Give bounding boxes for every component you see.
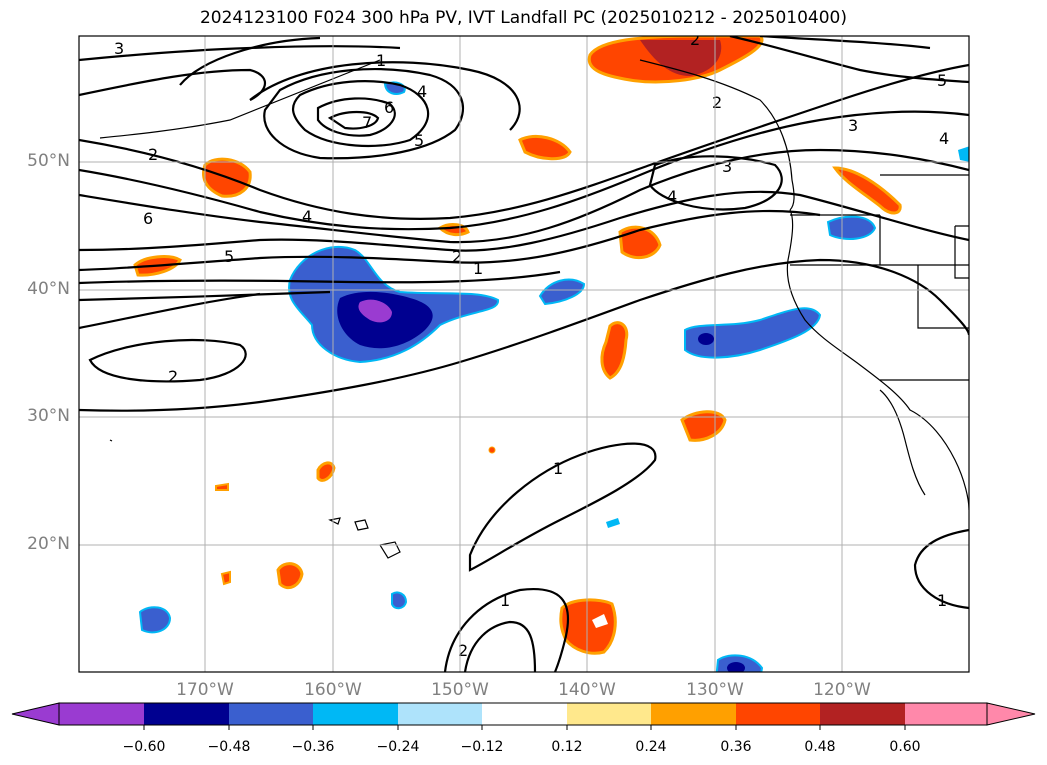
colorbar-segment xyxy=(144,703,229,725)
coastlines xyxy=(99,59,969,559)
ivt-positive-patch xyxy=(680,410,727,442)
ivt-negative-patch xyxy=(826,215,877,241)
colorbar-tick-label: 0.24 xyxy=(635,739,667,755)
colorbar-tick-label: −0.24 xyxy=(376,739,420,755)
contour-label: 2 xyxy=(712,93,722,112)
colorbar-segment xyxy=(398,703,482,725)
ivt-positive-patch xyxy=(559,598,617,655)
contour-label: 2 xyxy=(690,30,700,49)
ivt-negative-patch xyxy=(606,518,620,528)
plot-frame xyxy=(78,35,970,673)
colorbar-tick-label: 0.12 xyxy=(551,739,583,755)
pv-contours xyxy=(79,36,969,672)
latitude-label: 40°N xyxy=(27,279,70,299)
ivt-positive-patch xyxy=(832,166,902,215)
ivt-positive-patch xyxy=(618,225,662,260)
colorbar-tick-label: 0.48 xyxy=(804,739,836,755)
ivt-positive-patch xyxy=(518,135,572,161)
contour-label: 5 xyxy=(414,131,424,150)
latitude-label: 30°N xyxy=(27,406,70,426)
latitude-label: 50°N xyxy=(27,151,70,171)
ivt-negative-patch xyxy=(958,146,969,162)
colorbar-segment xyxy=(482,703,567,725)
contour-label: 4 xyxy=(417,82,427,101)
contour-label: 2 xyxy=(148,145,158,164)
ivt-positive-patch xyxy=(215,482,229,491)
gridlines xyxy=(79,36,969,672)
colorbar-tick-label: −0.36 xyxy=(291,739,335,755)
colorbar-tick-label: −0.60 xyxy=(122,739,166,755)
ivt-negative-patch xyxy=(684,307,822,359)
contour-label: 4 xyxy=(667,187,677,206)
contour-label: 1 xyxy=(376,51,386,70)
longitude-label: 140°W xyxy=(558,680,616,700)
colorbar-segment xyxy=(313,703,398,725)
colorbar xyxy=(11,702,1036,730)
contour-label: 2 xyxy=(458,641,468,660)
contour-label: 2 xyxy=(452,247,462,266)
contour-labels: 3 1 4 6 7 5 2 2 6 4 5 2 1 3 4 2 3 4 5 2 … xyxy=(114,30,949,660)
ivt-positive-patch xyxy=(600,321,629,380)
contour-label: 1 xyxy=(473,259,483,278)
ivt-negative-patch xyxy=(138,606,172,634)
colorbar-tick-label: −0.12 xyxy=(460,739,504,755)
colorbar-segment xyxy=(59,703,144,725)
colorbar-tick-label: 0.36 xyxy=(720,739,752,755)
colorbar-extend-low xyxy=(11,702,60,726)
ivt-negative-patch xyxy=(391,591,408,610)
colorbar-extend-high xyxy=(986,702,1036,726)
contour-label: 3 xyxy=(848,116,858,135)
colorbar-tick-label: −0.48 xyxy=(207,739,251,755)
contour-label: 3 xyxy=(114,39,124,58)
colorbar-segment xyxy=(567,703,651,725)
contour-label: 4 xyxy=(939,129,949,148)
ivt-positive-patch xyxy=(276,562,304,590)
colorbar-tick-label: 0.60 xyxy=(889,739,921,755)
contour-label: 5 xyxy=(224,247,234,266)
contour-label: 5 xyxy=(937,71,947,90)
contour-label: 1 xyxy=(553,459,563,478)
contour-label: 2 xyxy=(168,367,178,386)
ivt-negative-patch xyxy=(538,278,586,306)
longitude-label: 170°W xyxy=(176,680,234,700)
ivt-positive-core xyxy=(640,40,722,76)
contour-label: 6 xyxy=(143,209,153,228)
colorbar-segment xyxy=(229,703,313,725)
longitude-label: 150°W xyxy=(431,680,489,700)
contour-label: 6 xyxy=(384,98,394,117)
contour-label: 1 xyxy=(500,591,510,610)
colorbar-segment xyxy=(736,703,820,725)
colorbar-segment xyxy=(905,703,987,725)
map-title: 2024123100 F024 300 hPa PV, IVT Landfall… xyxy=(199,8,847,28)
contour-label: 1 xyxy=(937,591,947,610)
contour-label: 4 xyxy=(302,207,312,226)
ivt-negative-core xyxy=(698,333,714,345)
ivt-negative-patches xyxy=(138,81,969,672)
colorbar-segment xyxy=(651,703,736,725)
longitude-label: 120°W xyxy=(813,680,871,700)
longitude-label: 160°W xyxy=(304,680,362,700)
contour-label: 3 xyxy=(722,157,732,176)
ivt-negative-extreme xyxy=(358,299,392,323)
latitude-label: 20°N xyxy=(27,534,70,554)
ivt-positive-patch xyxy=(316,461,336,482)
ivt-negative-core xyxy=(727,662,745,672)
longitude-label: 130°W xyxy=(686,680,744,700)
contour-label: 7 xyxy=(362,113,372,132)
plot-area xyxy=(79,36,969,672)
colorbar-segment xyxy=(820,703,905,725)
ivt-positive-patches xyxy=(133,36,902,655)
ivt-positive-patch xyxy=(220,570,231,586)
